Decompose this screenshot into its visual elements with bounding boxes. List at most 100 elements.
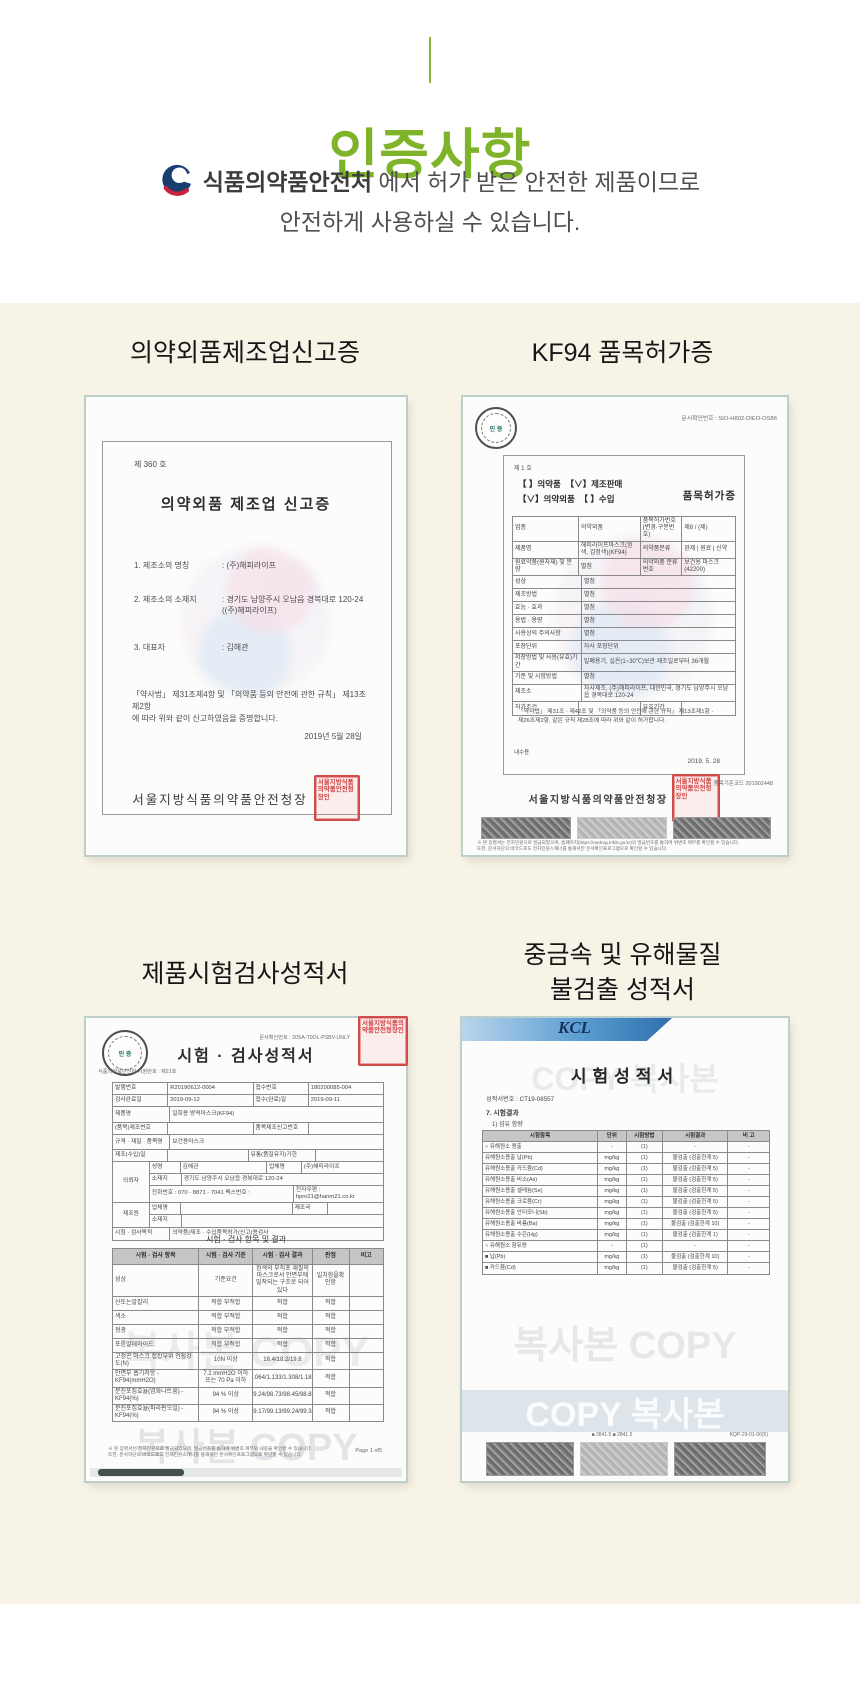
table-cell: 경기도 남양주시 오남읍 경복대로 120-24 [181, 1174, 383, 1186]
table-cell: 별첨 [581, 602, 735, 616]
table-row: 규격 · 재질 · 품목명 보건용마스크 [113, 1135, 383, 1150]
table-cell: - [598, 1142, 627, 1153]
table-cell: 제조(수입)일 [113, 1150, 169, 1162]
table-cell: ○ 유해원소 용출 [483, 1142, 599, 1153]
table-cell: - [728, 1208, 769, 1219]
chk-quasi-drug: 【∨】의약외품 [518, 494, 575, 505]
table-cell: 일회용 방역마스크(KF94) [170, 1107, 383, 1123]
table-cell [316, 1150, 383, 1162]
table-cell [349, 1265, 384, 1297]
table-row: 검사완료일 2019-09-12 접수(완료)일 2019-09-11 [113, 1095, 383, 1107]
table-cell: (품목)제조번호 [113, 1123, 169, 1135]
field-label: 3. 대표자 [134, 643, 165, 652]
table-row: 제품명 일회용 방역마스크(KF94) [113, 1107, 383, 1123]
table-cell: mg/kg [598, 1153, 627, 1164]
table-cell: 별첨 [581, 576, 735, 590]
table-cell: 제조방법 [513, 589, 582, 603]
table-cell: 시험결과 [663, 1131, 729, 1142]
table-row: 의뢰자 성명 김해관 업체명 (주)해피라이프 소재지 경기도 남양주시 오남읍 경복대로 … [113, 1162, 383, 1203]
certificate-test-inspection-report: 복사본 COPY 복사본 COPY 인 증 서울지방식품의약품안전청장인 문서확… [86, 1016, 408, 1481]
field-representative: 3. 대표자 : 김해관 [134, 642, 374, 653]
table-cell: mg/kg [598, 1208, 627, 1219]
table-row: 저장방법 및 사용(유효)기간 밀폐용기, 실온(1~30℃)보관 제조일로부터 … [513, 654, 735, 672]
table-cell: mg/kg [598, 1186, 627, 1197]
security-pattern-block [481, 817, 571, 839]
table-cell: 해피라이프마스크(흰색, 검정색)(KF94) [578, 541, 641, 559]
table-row: 유해원소용출 크로뮴(Cr) mg/kg (1) 불검출 (검출한계 5) - [483, 1197, 769, 1208]
table-cell: 성명 김해관 업체명 (주)해피라이프 소재지 경기도 남양주시 오남읍 경복대로 120… [149, 1162, 383, 1203]
table-row: 색소 적합 부적합 적합 적합 [113, 1310, 384, 1325]
table-cell: 적합 [313, 1404, 350, 1422]
table-cell: (1) [626, 1219, 664, 1230]
table-row: 업체명 제조국 [149, 1202, 383, 1215]
table-cell: - [728, 1186, 769, 1197]
table-cell: 소재지 [150, 1214, 182, 1227]
table-cell: 완제 | 원료 | 신약 [682, 542, 735, 559]
permit-badge-title: 품목허가증 [682, 490, 736, 502]
security-pattern-block [580, 1442, 668, 1476]
table-row: 제품명 해피라이프마스크(흰색, 검정색)(KF94) 의약품분류 완제 | 원료 |… [513, 541, 735, 559]
table-row: 시험 · 검사목적 의약품(제조 · 수입품목허가(신고)용검사 [113, 1227, 383, 1240]
table-cell: 단위 [598, 1131, 627, 1142]
page-title: 인증사항 [328, 125, 532, 186]
table-cell: 성명 [149, 1162, 181, 1174]
table-cell: - [598, 1241, 627, 1252]
table-cell [579, 702, 641, 716]
category-checkboxes: 【 】의약품 【∨】제조판매 【∨】의약외품 【 】수입 [518, 477, 668, 508]
field-label: 1. 제조소의 명칭 [134, 561, 190, 570]
field-label: 2. 제조소의 소재지 [134, 595, 197, 604]
table-row: (품목)제조번호 품목제조신고번호 [113, 1123, 383, 1135]
table-row: 허가조건 유효기간 [513, 702, 735, 716]
table-cell: 의약외품 분류번호 [640, 558, 683, 577]
decorative-vertical-line [429, 37, 431, 83]
table-cell: 품목허가번호 (변경·구분번호) [640, 517, 683, 542]
table-cell: 제8 / (제) [682, 517, 735, 542]
table-row: 형광 적합 부적합 적합 적합 [113, 1324, 384, 1339]
table-cell: (1) [626, 1186, 664, 1197]
table-cell: 소재지 [149, 1174, 182, 1186]
table-cell: 불검출 (검출한계 5) [663, 1186, 729, 1197]
permit-table: 업종 의약외품 품목허가번호 (변경·구분번호) 제8 / (제) 제품명 해피라이프마스… [512, 516, 736, 717]
table-cell: 불검출 (검출한계 5) [663, 1208, 729, 1219]
footer-line-1: ※ 본 증명서는 전자민원으로 발급되었으며, 홈페이지(https://ned… [477, 840, 740, 845]
footer-note: ※ 본 증명서는 전자민원으로 발급되었으며, 발급번호를 통하여 위변조 여부… [108, 1446, 320, 1459]
table-cell: mg/kg [598, 1230, 627, 1241]
table-row: 유해원소용출 바륨(Ba) mg/kg (1) 불검출 (검출한계 10) - [483, 1219, 769, 1230]
table-cell: (1) [627, 1263, 664, 1274]
table-cell: - [728, 1241, 769, 1252]
table-row: 분진포집효율(파라핀오일) - KF94(%)94 % 이상98.71/99.1… [113, 1404, 383, 1422]
table-cell: 별첨 [581, 589, 735, 603]
table-cell: 유해원소용출 비소(As) [483, 1175, 599, 1186]
item-standard-code: 품목기준코드 201902448 [713, 781, 773, 787]
table-cell: 98.71/99.17/99.13/99.24/99.34/99.28 [253, 1404, 313, 1422]
table-row: ■ 납(Pb) mg/kg (1) 불검출 (검출한계 10) - [483, 1252, 769, 1263]
table-cell: 별첨 [581, 672, 735, 685]
table-cell: 전화번호 : 070 - 8871 - 7041 팩스번호 : [150, 1186, 294, 1202]
table-row: 유해원소용출 수은(Hg) mg/kg (1) 불검출 (검출한계 1) - [483, 1230, 769, 1241]
official-red-seal: 서울지방식품의약품안전청장인 [671, 774, 720, 822]
legal-statement: 「약사법」 제31조제4항 및 「의약품 등의 안전에 관한 규칙」 제13조제… [132, 690, 366, 723]
table-cell: 전자우편 : hpro21@hanm21.co.kr [295, 1187, 355, 1200]
table-cell: - [728, 1197, 769, 1208]
table-cell: 형광 [113, 1324, 200, 1339]
doc-verification-number: 문서확인번호 : 20SA-T0OL-PSBV-UNLY [259, 1035, 350, 1041]
footer-codes-center: ■ 2841.5 ■ 2841.5 [591, 1432, 633, 1438]
table-cell: 업체명 [149, 1202, 181, 1215]
table-cell: (1) [626, 1175, 664, 1186]
domestic-use-note: 내수용 [514, 750, 530, 756]
table-cell: ■ 카드뮴(Cd) [483, 1263, 599, 1274]
table-cell: 밀폐용기, 실온(1~30℃)보관 제조일로부터 36개월 [581, 654, 735, 672]
security-pattern-block [577, 817, 667, 839]
table-row: 업종 의약외품 품목허가번호 (변경·구분번호) 제8 / (제) [513, 517, 735, 542]
table-cell: 적합 부적합 [199, 1324, 254, 1339]
test-results-table: 시험 · 검사 항목 시험 · 검사 기준 시험 · 검사 결과 판정 비고 성상 기준요건… [112, 1248, 384, 1423]
copy-watermark-band: COPY 복사본 [462, 1390, 788, 1432]
table-cell [349, 1388, 384, 1405]
table-cell: 흰색의 부직포 재질의 마스크로서 안면부에 밀착되는 구조로 되어있다 [253, 1265, 313, 1297]
table-cell [168, 1150, 249, 1162]
table-cell: mg/kg [598, 1164, 627, 1175]
table-cell: 적합 [253, 1310, 313, 1325]
table-cell: 판정 [312, 1249, 350, 1265]
field-value: : 김해관 [222, 643, 249, 652]
footer-line-2: 또한, 문서하단의 바코드로도 전자민원스캐너를 통해서만 문서확인프로그램으로… [108, 1452, 303, 1458]
